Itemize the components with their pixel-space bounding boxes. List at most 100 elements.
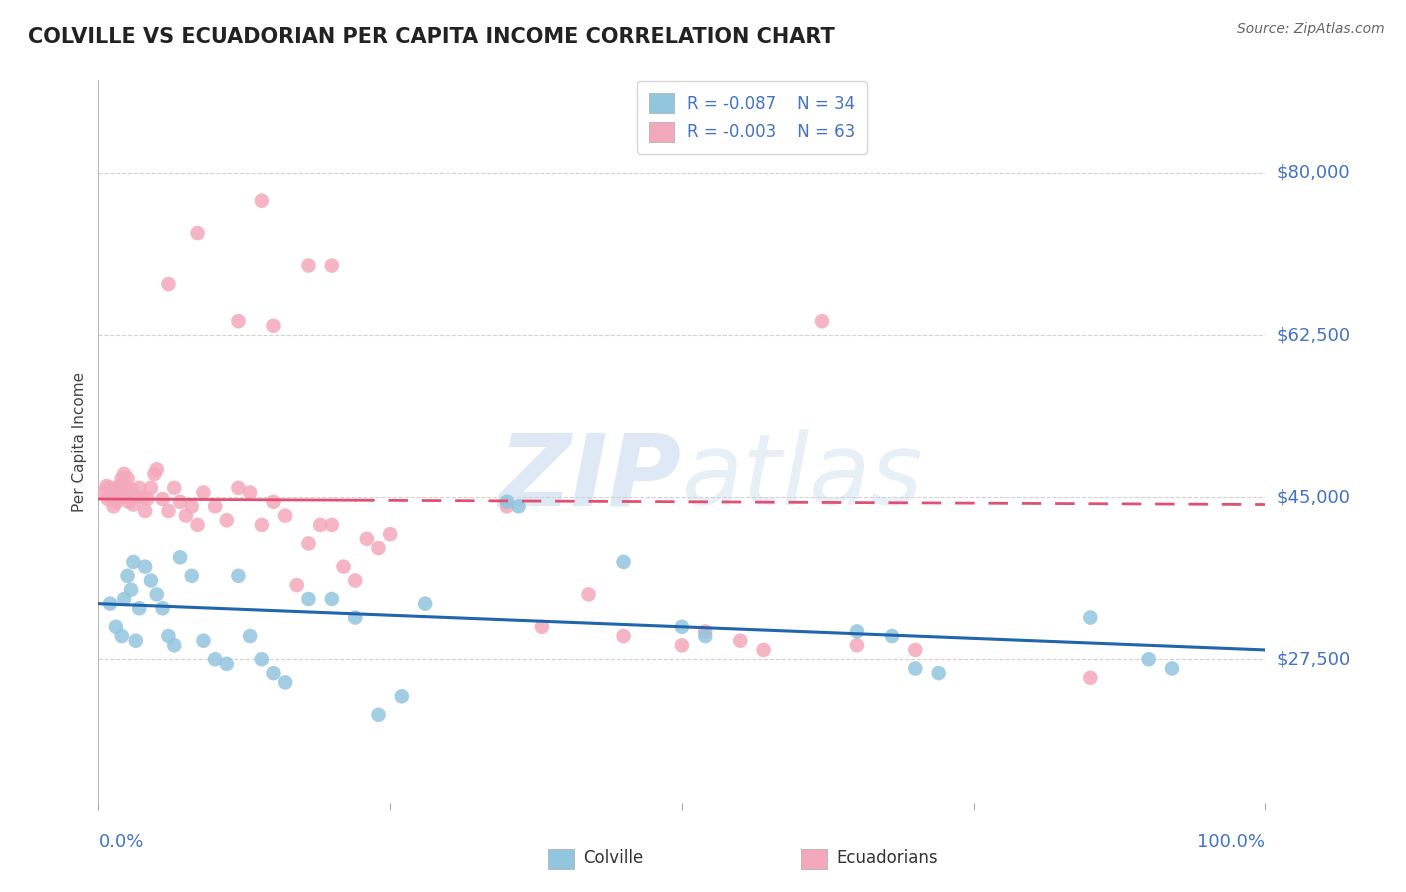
Point [1080, 610, 1102, 624]
Point [118, 494, 141, 508]
Point [104, 488, 127, 502]
Point [93, 485, 115, 500]
Point [139, 574, 162, 588]
Point [730, 633, 752, 648]
Point [297, 592, 319, 607]
Point [344, 574, 367, 588]
Point [367, 541, 389, 555]
Point [250, 517, 273, 532]
Point [110, 479, 132, 493]
Point [115, 490, 138, 504]
Point [120, 582, 142, 597]
Point [671, 638, 693, 652]
Point [97, 481, 120, 495]
Point [187, 517, 209, 532]
Point [117, 569, 139, 583]
Point [215, 657, 238, 671]
Point [112, 592, 135, 607]
Point [811, 314, 834, 328]
Point [122, 555, 145, 569]
Point [180, 500, 202, 514]
Y-axis label: Per Capita Income: Per Capita Income [72, 371, 87, 512]
Text: Source: ZipAtlas.com: Source: ZipAtlas.com [1237, 22, 1385, 37]
Point [1080, 671, 1102, 685]
Point [111, 472, 134, 486]
Point [108, 490, 131, 504]
Point [285, 578, 308, 592]
Legend: R = -0.087    N = 34, R = -0.003    N = 63: R = -0.087 N = 34, R = -0.003 N = 63 [637, 81, 868, 153]
Point [250, 194, 273, 208]
Point [104, 620, 127, 634]
Point [671, 620, 693, 634]
Point [180, 569, 202, 583]
Point [297, 259, 319, 273]
Point [262, 494, 284, 508]
Point [136, 491, 159, 506]
Point [228, 481, 250, 495]
Point [613, 555, 636, 569]
Text: 0.0%: 0.0% [98, 833, 143, 851]
Point [122, 498, 145, 512]
Point [204, 652, 226, 666]
Text: $62,500: $62,500 [1277, 326, 1351, 344]
Point [321, 259, 343, 273]
Point [508, 500, 530, 514]
Text: Colville: Colville [583, 849, 644, 867]
Point [128, 601, 150, 615]
Point [146, 462, 169, 476]
Point [297, 536, 319, 550]
Point [174, 508, 197, 523]
Point [98, 490, 121, 504]
Point [125, 633, 148, 648]
Point [1161, 661, 1184, 675]
Point [904, 661, 927, 675]
Point [1137, 652, 1160, 666]
Text: Ecuadorians: Ecuadorians [837, 849, 938, 867]
Point [274, 508, 297, 523]
Point [752, 643, 775, 657]
Point [111, 476, 134, 491]
Point [152, 601, 174, 615]
Text: COLVILLE VS ECUADORIAN PER CAPITA INCOME CORRELATION CHART: COLVILLE VS ECUADORIAN PER CAPITA INCOME… [28, 27, 835, 46]
Point [239, 629, 262, 643]
Point [239, 485, 262, 500]
Point [193, 485, 215, 500]
Point [157, 504, 180, 518]
Point [204, 500, 226, 514]
Point [146, 587, 169, 601]
Text: ZIP: ZIP [499, 429, 682, 526]
Point [846, 638, 869, 652]
Point [262, 318, 284, 333]
Point [846, 624, 869, 639]
Point [367, 707, 389, 722]
Point [380, 527, 402, 541]
Point [904, 643, 927, 657]
Point [613, 629, 636, 643]
Point [928, 666, 950, 681]
Point [163, 481, 186, 495]
Point [578, 587, 600, 601]
Point [104, 481, 127, 495]
Point [152, 491, 174, 506]
Point [880, 629, 903, 643]
Point [111, 629, 134, 643]
Point [321, 517, 343, 532]
Point [120, 483, 142, 497]
Point [496, 494, 519, 508]
Point [132, 490, 155, 504]
Point [163, 638, 186, 652]
Point [101, 485, 124, 500]
Point [114, 481, 136, 495]
Point [309, 517, 332, 532]
Point [143, 467, 166, 481]
Point [413, 597, 436, 611]
Point [250, 652, 273, 666]
Point [128, 481, 150, 495]
Point [157, 277, 180, 291]
Point [496, 500, 519, 514]
Point [321, 592, 343, 607]
Point [157, 629, 180, 643]
Point [169, 550, 191, 565]
Point [228, 314, 250, 328]
Point [97, 491, 120, 506]
